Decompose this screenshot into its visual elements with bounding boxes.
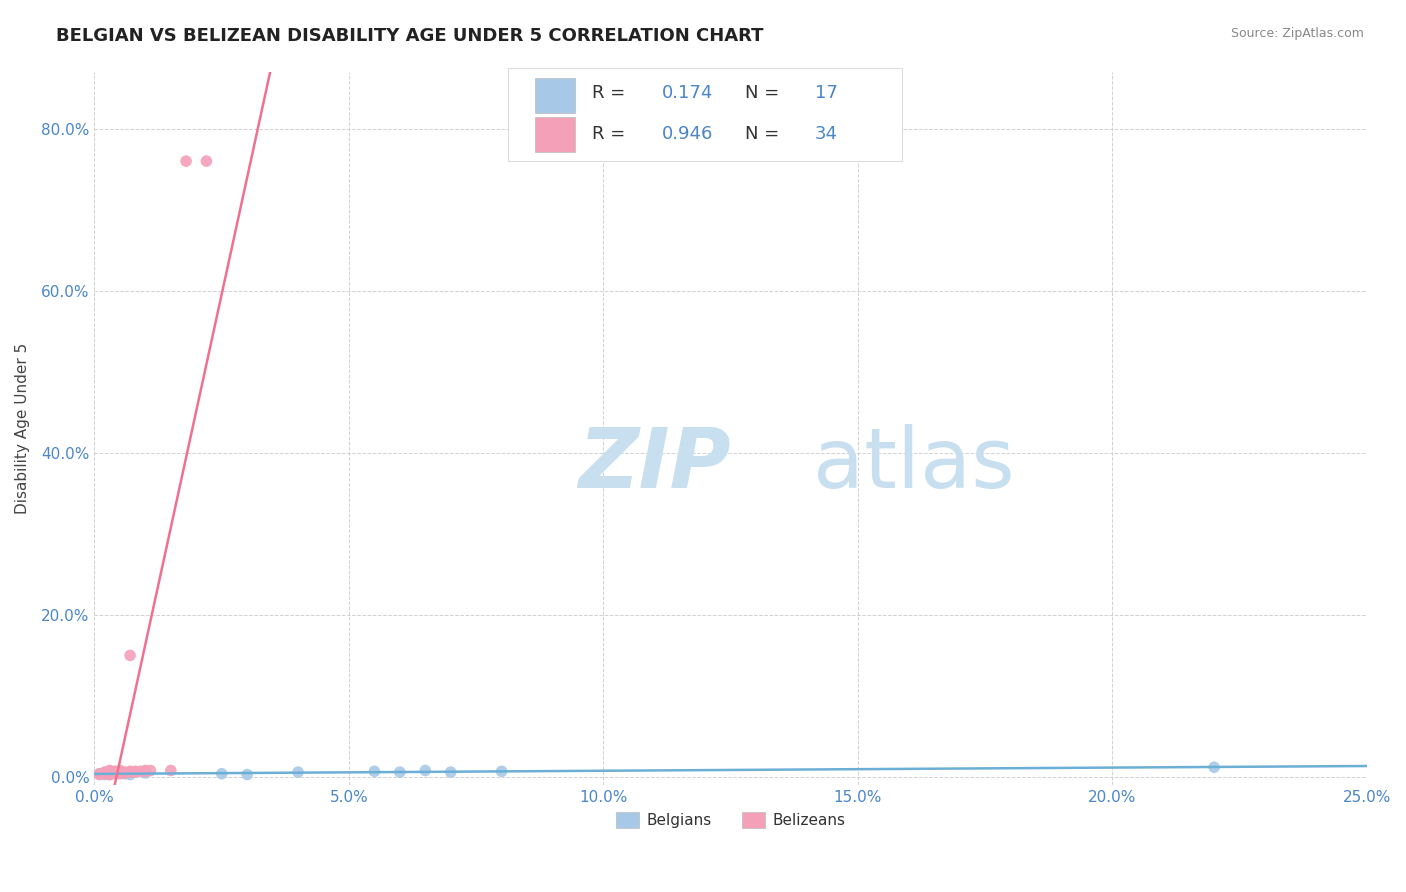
Point <box>98 765 121 780</box>
Point <box>108 766 131 780</box>
Point <box>491 764 513 779</box>
Point <box>114 765 136 780</box>
Point <box>120 765 142 780</box>
Text: 17: 17 <box>814 85 838 103</box>
Text: R =: R = <box>592 125 631 143</box>
Text: Source: ZipAtlas.com: Source: ZipAtlas.com <box>1230 27 1364 40</box>
Text: BELGIAN VS BELIZEAN DISABILITY AGE UNDER 5 CORRELATION CHART: BELGIAN VS BELIZEAN DISABILITY AGE UNDER… <box>56 27 763 45</box>
Point <box>139 764 162 778</box>
Point <box>108 766 131 780</box>
Text: 34: 34 <box>814 125 838 143</box>
Point <box>89 767 111 781</box>
Point <box>93 766 115 780</box>
Point <box>120 767 142 781</box>
Point <box>195 154 218 169</box>
Point <box>108 765 131 780</box>
Point <box>1204 760 1226 774</box>
Point <box>104 765 127 780</box>
Point <box>159 764 181 778</box>
Point <box>108 764 131 779</box>
Point <box>134 766 156 780</box>
Point <box>98 767 121 781</box>
Point <box>93 767 115 781</box>
Point <box>236 767 259 781</box>
Text: R =: R = <box>592 85 631 103</box>
Point <box>120 764 142 779</box>
Point <box>134 764 156 778</box>
Text: N =: N = <box>745 125 785 143</box>
Point <box>114 766 136 780</box>
Point <box>114 766 136 780</box>
Point <box>440 765 463 780</box>
Point <box>108 764 131 778</box>
Point <box>98 766 121 780</box>
Text: 0.946: 0.946 <box>662 125 713 143</box>
Point <box>129 764 152 779</box>
Text: ZIP: ZIP <box>578 424 731 505</box>
Point <box>363 764 385 779</box>
Text: 0.174: 0.174 <box>662 85 713 103</box>
Point <box>98 767 121 781</box>
FancyBboxPatch shape <box>508 69 903 161</box>
FancyBboxPatch shape <box>534 78 575 112</box>
Point <box>211 766 233 780</box>
Point <box>388 765 411 780</box>
Point <box>98 764 121 779</box>
Point <box>104 766 127 780</box>
Y-axis label: Disability Age Under 5: Disability Age Under 5 <box>15 343 30 514</box>
Legend: Belgians, Belizeans: Belgians, Belizeans <box>610 806 852 835</box>
Point <box>104 764 127 779</box>
Point <box>174 154 197 169</box>
Point <box>98 766 121 780</box>
Point <box>93 766 115 780</box>
Point <box>104 766 127 780</box>
Point <box>98 764 121 778</box>
Text: atlas: atlas <box>813 424 1015 505</box>
Text: N =: N = <box>745 85 785 103</box>
Point <box>124 764 146 779</box>
Point <box>134 764 156 779</box>
Point <box>108 766 131 780</box>
FancyBboxPatch shape <box>534 117 575 152</box>
Point <box>124 765 146 780</box>
Point <box>89 766 111 780</box>
Point <box>93 765 115 780</box>
Point <box>89 766 111 780</box>
Point <box>413 764 436 778</box>
Point <box>98 766 121 780</box>
Point <box>287 765 309 780</box>
Point <box>120 648 142 663</box>
